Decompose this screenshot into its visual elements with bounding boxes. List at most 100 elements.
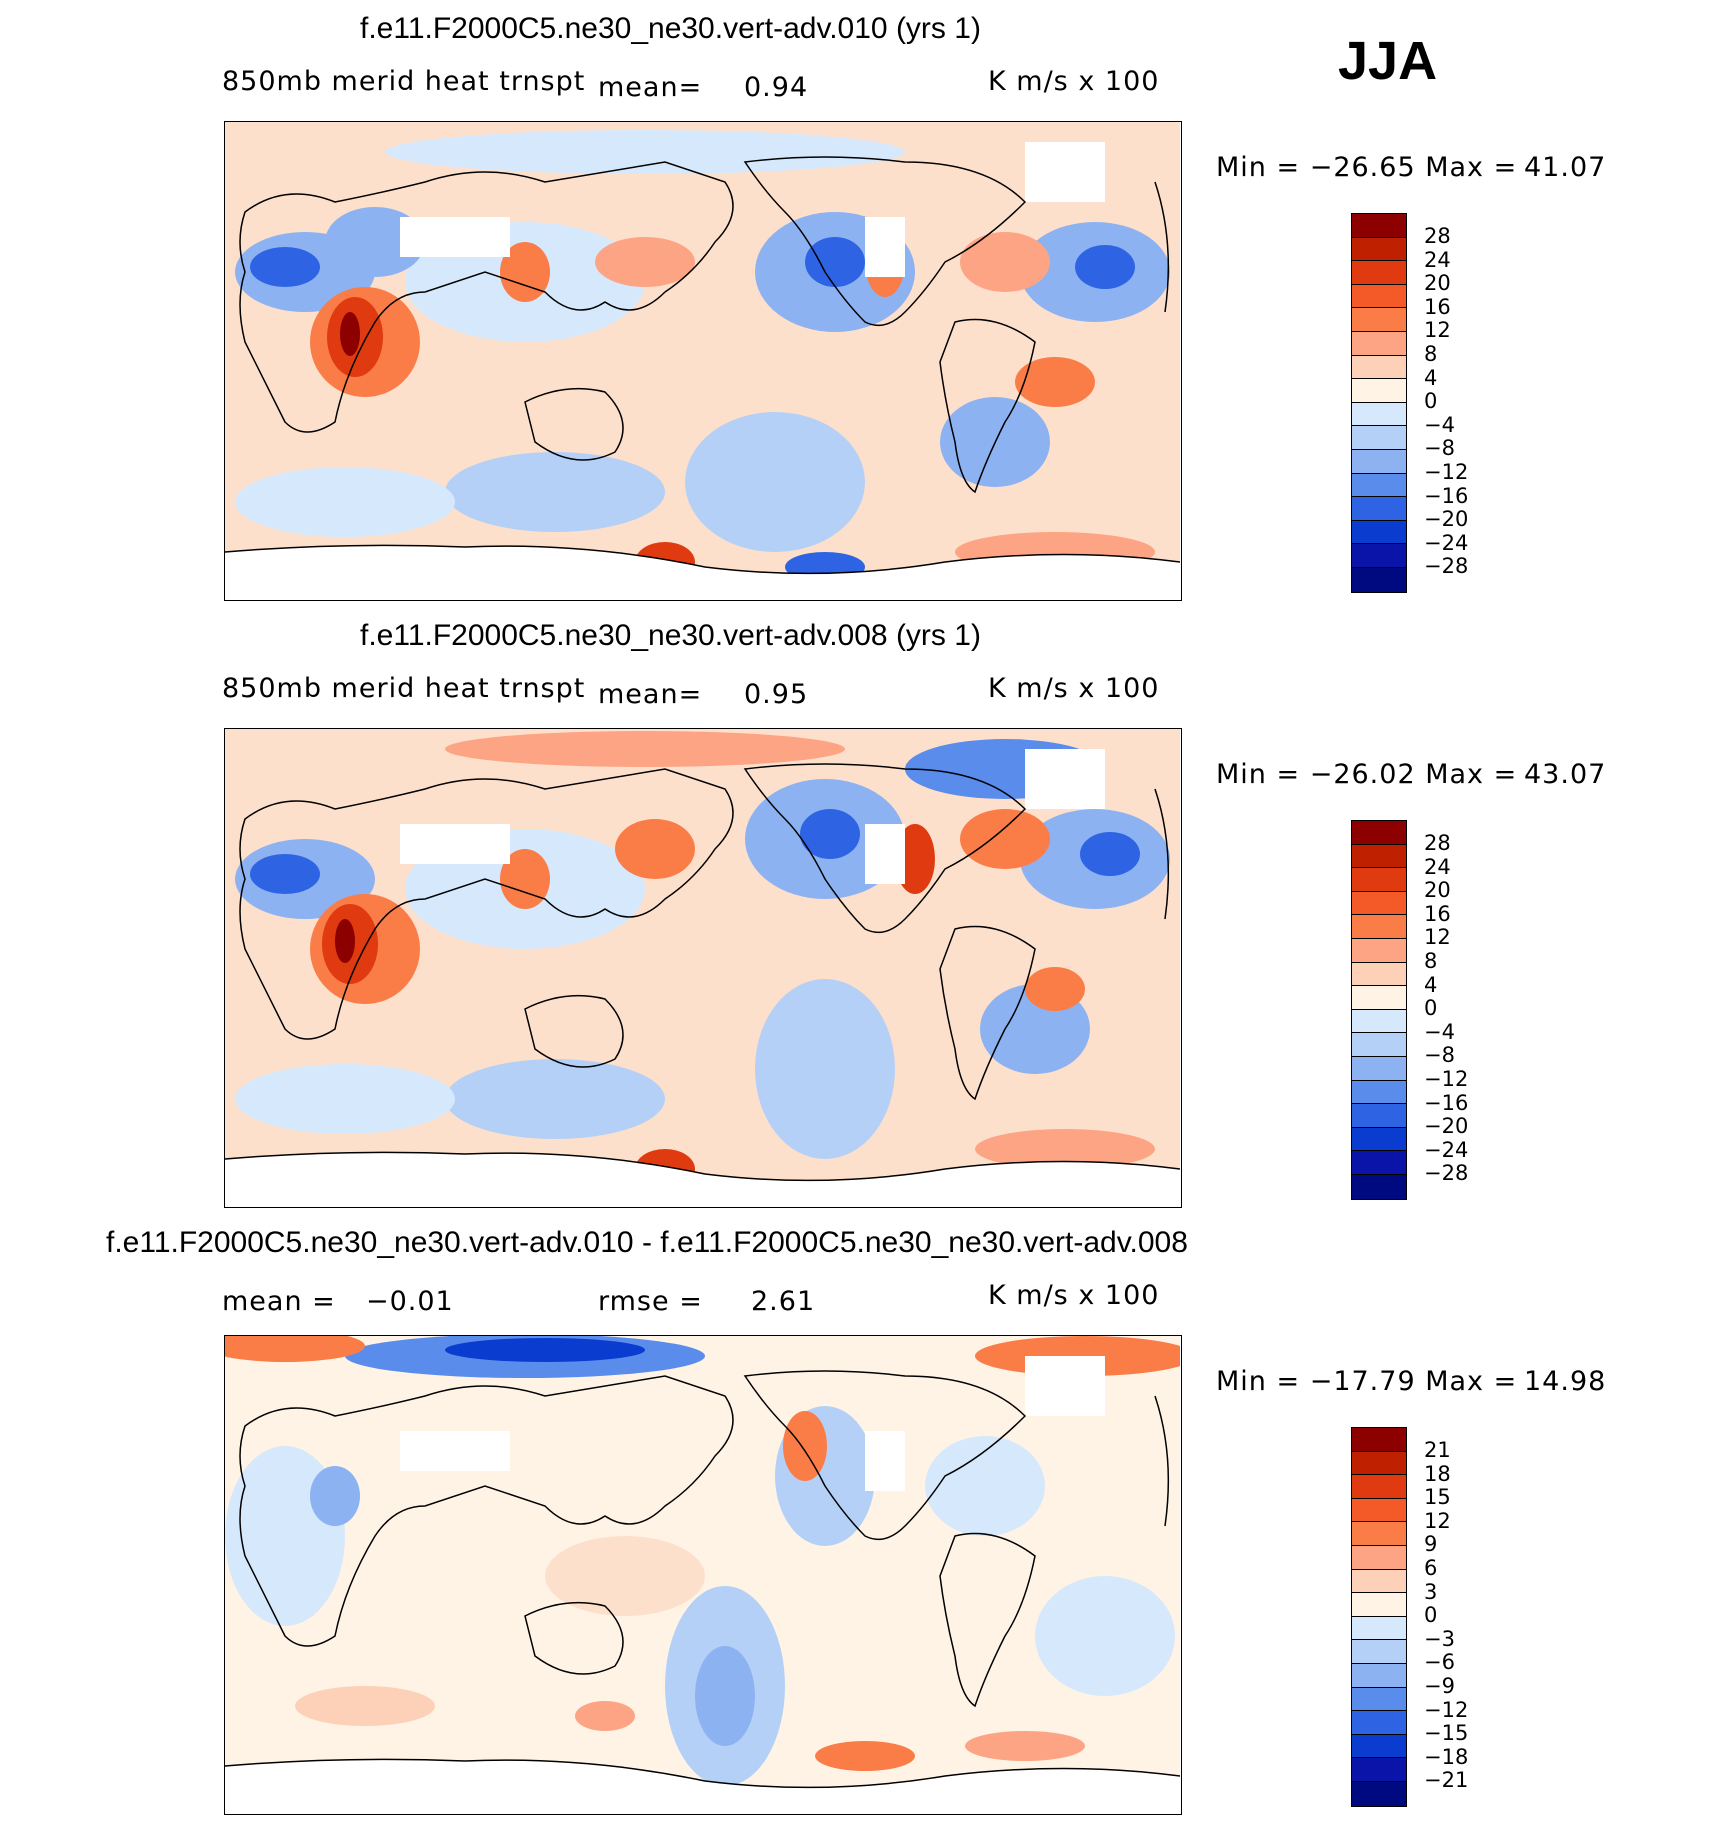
panel-2-max-value: 43.07	[1524, 759, 1607, 790]
colorbar-label: −21	[1424, 1768, 1469, 1793]
panel-2-mean-value: 0.95	[744, 679, 809, 710]
season-label: JJA	[1338, 31, 1438, 91]
colorbar-swatch	[1352, 962, 1406, 987]
colorbar-swatch	[1352, 844, 1406, 869]
colorbar-label: −16	[1424, 483, 1469, 508]
colorbar-label: 6	[1424, 1556, 1438, 1580]
colorbar-swatch	[1352, 1758, 1406, 1782]
colorbar-label: −15	[1424, 1721, 1469, 1746]
colorbar-swatch	[1352, 986, 1406, 1010]
panel-1-map	[224, 121, 1182, 601]
colorbar-label: 20	[1424, 878, 1451, 903]
panel-2-colorbar	[1351, 820, 1407, 1200]
colorbar-swatch	[1352, 567, 1406, 592]
colorbar-swatch	[1352, 1522, 1406, 1546]
colorbar-label: −8	[1424, 436, 1455, 461]
colorbar-swatch	[1352, 520, 1406, 545]
colorbar-swatch	[1352, 497, 1406, 521]
colorbar-label: −4	[1424, 412, 1455, 437]
colorbar-label: −20	[1424, 507, 1469, 532]
colorbar-label: 16	[1424, 901, 1451, 926]
panel-2-variable-label: 850mb merid heat trnspt	[222, 673, 586, 704]
colorbar-label: 9	[1424, 1532, 1438, 1557]
colorbar-swatch	[1352, 473, 1406, 498]
colorbar-label: 4	[1424, 365, 1438, 390]
panel-3-rmse-label: rmse =	[598, 1286, 703, 1317]
panel-3-units: K m/s x 100	[988, 1280, 1160, 1311]
panel-3-max-value: 14.98	[1524, 1366, 1607, 1397]
panel-2-mean-label: mean=	[598, 679, 703, 710]
colorbar-label: −20	[1424, 1114, 1469, 1139]
colorbar-swatch	[1352, 1498, 1406, 1523]
colorbar-label: 16	[1424, 294, 1451, 319]
colorbar-swatch	[1352, 821, 1406, 845]
colorbar-swatch	[1352, 1569, 1406, 1594]
colorbar-label: −28	[1424, 1161, 1469, 1186]
colorbar-swatch	[1352, 1451, 1406, 1476]
colorbar-swatch	[1352, 1174, 1406, 1199]
colorbar-swatch	[1352, 1687, 1406, 1712]
colorbar-swatch	[1352, 237, 1406, 262]
colorbar-label: −3	[1424, 1626, 1455, 1651]
colorbar-label: −9	[1424, 1674, 1455, 1698]
panel-3-mean-value: −0.01	[366, 1286, 454, 1317]
colorbar-swatch	[1352, 214, 1406, 238]
panel-1-max-value: 41.07	[1524, 152, 1607, 183]
panel-1-map-canvas	[225, 122, 1180, 599]
colorbar-label: −12	[1424, 460, 1469, 484]
colorbar-label: 0	[1424, 1603, 1438, 1628]
panel-1-mean-label: mean=	[598, 72, 703, 103]
colorbar-swatch	[1352, 1475, 1406, 1499]
colorbar-swatch	[1352, 891, 1406, 916]
colorbar-swatch	[1352, 938, 1406, 963]
colorbar-swatch	[1352, 284, 1406, 309]
colorbar-label: 8	[1424, 949, 1438, 973]
colorbar-swatch	[1352, 1104, 1406, 1128]
colorbar-swatch	[1352, 1616, 1406, 1641]
colorbar-label: 18	[1424, 1461, 1451, 1486]
panel-3-colorbar	[1351, 1427, 1407, 1807]
colorbar-label: −6	[1424, 1650, 1455, 1675]
colorbar-swatch	[1352, 1127, 1406, 1152]
colorbar-swatch	[1352, 1080, 1406, 1105]
colorbar-label: −24	[1424, 530, 1469, 555]
colorbar-label: −28	[1424, 554, 1469, 579]
colorbar-label: 4	[1424, 972, 1438, 997]
colorbar-label: −4	[1424, 1019, 1455, 1044]
colorbar-label: 28	[1424, 831, 1451, 855]
colorbar-swatch	[1352, 1663, 1406, 1688]
colorbar-swatch	[1352, 1711, 1406, 1735]
colorbar-swatch	[1352, 308, 1406, 332]
panel-2-map	[224, 728, 1182, 1208]
panel-1-units: K m/s x 100	[988, 66, 1160, 97]
colorbar-swatch	[1352, 1545, 1406, 1570]
colorbar-swatch	[1352, 1428, 1406, 1452]
panel-2-map-canvas	[225, 729, 1180, 1206]
colorbar-swatch	[1352, 915, 1406, 939]
colorbar-label: 24	[1424, 247, 1451, 272]
panel-1-title: f.e11.F2000C5.ne30_ne30.vert-adv.010 (yr…	[360, 12, 981, 45]
colorbar-swatch	[1352, 261, 1406, 285]
colorbar-swatch	[1352, 1056, 1406, 1081]
colorbar-label: −8	[1424, 1043, 1455, 1068]
colorbar-label: 21	[1424, 1438, 1451, 1462]
colorbar-swatch	[1352, 331, 1406, 356]
panel-2-minmax: Min = −26.02 Max =	[1216, 759, 1518, 790]
panel-3-rmse-value: 2.61	[751, 1286, 816, 1317]
colorbar-label: 8	[1424, 342, 1438, 366]
panel-2-title: f.e11.F2000C5.ne30_ne30.vert-adv.008 (yr…	[360, 619, 981, 652]
panel-2-units: K m/s x 100	[988, 673, 1160, 704]
colorbar-swatch	[1352, 1781, 1406, 1806]
panel-1-minmax: Min = −26.65 Max =	[1216, 152, 1518, 183]
colorbar-swatch	[1352, 1009, 1406, 1034]
colorbar-label: −16	[1424, 1090, 1469, 1115]
colorbar-label: 12	[1424, 318, 1451, 343]
panel-3-mean-label: mean =	[222, 1286, 336, 1317]
colorbar-swatch	[1352, 1033, 1406, 1057]
colorbar-swatch	[1352, 868, 1406, 892]
colorbar-label: 12	[1424, 1508, 1451, 1533]
panel-1-variable-label: 850mb merid heat trnspt	[222, 66, 586, 97]
colorbar-swatch	[1352, 1151, 1406, 1175]
colorbar-label: 15	[1424, 1485, 1451, 1510]
panel-1-mean-value: 0.94	[744, 72, 809, 103]
